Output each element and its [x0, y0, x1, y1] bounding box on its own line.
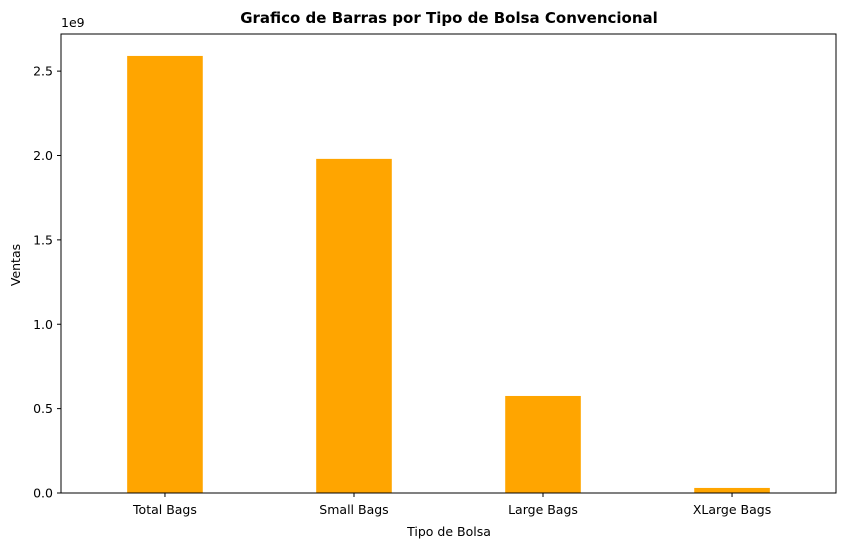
bar-xlarge-bags [694, 487, 770, 493]
x-tick-label: Small Bags [319, 502, 388, 517]
y-tick-label: 2.5 [33, 64, 53, 79]
bars-group [127, 55, 770, 493]
y-axis: 0.0 0.5 1.0 1.5 2.0 2.5 [33, 64, 61, 501]
bar-small-bags [316, 158, 392, 493]
y-offset-label: 1e9 [61, 15, 85, 30]
y-axis-label: Ventas [8, 244, 23, 286]
y-tick-label: 0.5 [33, 401, 53, 416]
y-tick-label: 2.0 [33, 148, 53, 163]
y-tick-label: 1.0 [33, 317, 53, 332]
plot-frame [60, 33, 837, 494]
x-axis-label: Tipo de Bolsa [406, 524, 491, 539]
y-tick-label: 1.5 [33, 232, 53, 247]
x-tick-label: Total Bags [132, 502, 197, 517]
bar-large-bags [505, 395, 581, 493]
x-tick-label: XLarge Bags [693, 502, 771, 517]
x-tick-label: Large Bags [508, 502, 578, 517]
x-axis: Total Bags Small Bags Large Bags XLarge Bag… [132, 493, 771, 517]
y-tick-label: 0.0 [33, 486, 53, 501]
chart-title: Grafico de Barras por Tipo de Bolsa Conv… [240, 9, 658, 27]
bar-total-bags [127, 55, 203, 493]
